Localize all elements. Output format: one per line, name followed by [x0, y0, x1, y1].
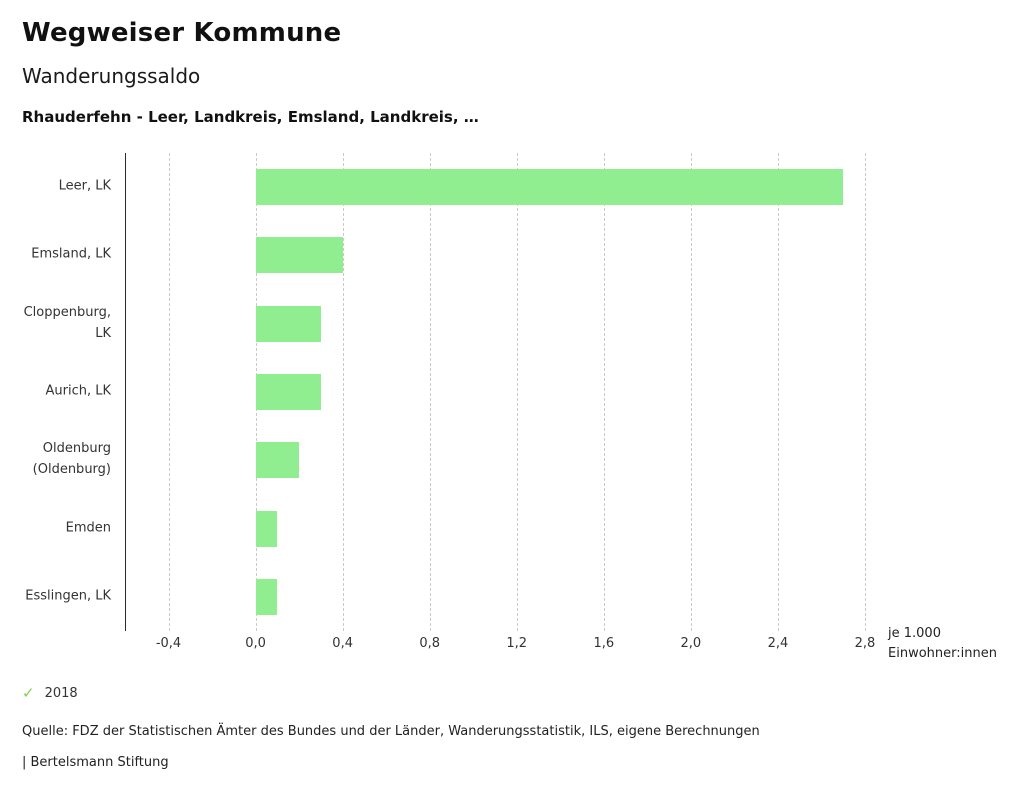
gridline	[603, 153, 605, 631]
x-tick-label: 0,0	[245, 636, 266, 651]
x-tick-label: 1,6	[593, 636, 615, 651]
chart-row: Esslingen, LK	[25, 563, 865, 631]
x-tick-label: 0,4	[332, 636, 353, 651]
x-tick-label: 1,2	[506, 636, 528, 651]
category-label: Aurich, LK	[45, 383, 111, 399]
bar-2018[interactable]	[255, 510, 278, 547]
chart-row: Leer, LK	[59, 153, 865, 221]
chart-row: Oldenburg (Oldenburg)	[33, 426, 865, 494]
x-tick-label: -0,4	[155, 636, 182, 651]
chart-row: Emsland, LK	[31, 221, 865, 289]
category-label: Emsland, LK	[31, 247, 111, 263]
bar-2018[interactable]	[255, 442, 300, 479]
unit-label-line1: je 1.000	[888, 626, 941, 641]
category-label: Oldenburg (Oldenburg)	[32, 441, 111, 478]
x-tick-label: 2,8	[854, 636, 876, 651]
category-label: Esslingen, LK	[25, 588, 111, 604]
check-icon: ✓	[22, 684, 35, 702]
gridline	[777, 153, 779, 631]
selection-breadcrumb: Rhauderfehn - Leer, Landkreis, Emsland, …	[22, 108, 479, 126]
gridline	[342, 153, 344, 631]
x-tick-label: 0,8	[419, 636, 441, 651]
category-label: Leer, LK	[58, 178, 111, 194]
legend-year-label: 2018	[44, 685, 78, 701]
header: Wegweiser Kommune Wanderungssaldo Rhaude…	[22, 18, 479, 126]
gridline	[690, 153, 692, 631]
category-label: Emden	[65, 520, 111, 536]
chart-row: Aurich, LK	[45, 358, 865, 426]
unit-label-line2: Einwohner:innen	[888, 646, 997, 662]
bar-chart-plot-area: Leer, LK Emsland, LK Cloppenburg, LK Aurich…	[24, 153, 866, 631]
page-title: Wegweiser Kommune	[22, 18, 342, 48]
x-tick-label: 2,0	[680, 636, 702, 651]
chart-row: Cloppenburg, LK	[24, 290, 865, 358]
chart-row: Emden	[66, 494, 865, 562]
bar-2018[interactable]	[255, 169, 844, 206]
branding: | Bertelsmann Stiftung	[22, 755, 169, 770]
chart-title: Wanderungssaldo	[22, 64, 201, 88]
bar-2018[interactable]	[255, 373, 321, 410]
source-note: Quelle: FDZ der Statistischen Ämter des …	[22, 724, 760, 739]
bar-2018[interactable]	[255, 305, 321, 342]
y-axis-line	[125, 153, 126, 631]
x-tick-label: 2,4	[767, 636, 789, 651]
gridline	[168, 153, 170, 631]
category-label: Cloppenburg, LK	[23, 304, 111, 341]
gridline	[429, 153, 431, 631]
x-axis: -0,4 0,0 0,4 0,8 1,2 1,6 2,0 2,4 2,8	[125, 636, 876, 654]
gridline	[865, 153, 866, 631]
bar-2018[interactable]	[255, 578, 278, 615]
gridline	[516, 153, 518, 631]
legend-item-2018[interactable]: ✓ 2018	[22, 684, 78, 702]
bar-2018[interactable]	[255, 237, 343, 274]
x-axis-unit-label: je 1.000 Einwohner:innen	[888, 624, 997, 664]
